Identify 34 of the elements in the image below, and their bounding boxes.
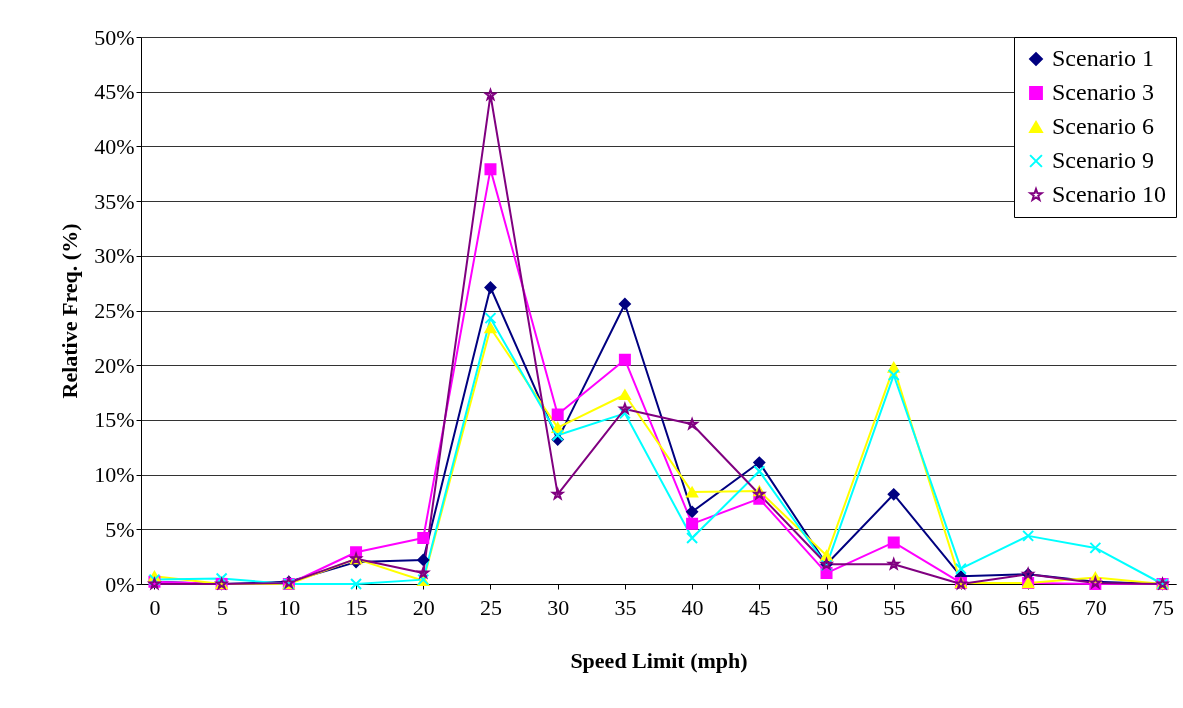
x-tick-label: 70 — [1084, 594, 1107, 620]
x-tick-label: 20 — [412, 594, 435, 620]
x-axis-title: Speed Limit (mph) — [570, 647, 748, 673]
y-tick-label: 15% — [94, 407, 135, 433]
legend-label: Scenario 10 — [1052, 181, 1166, 207]
x-tick-label: 25 — [479, 594, 502, 620]
x-tick-label: 45 — [748, 594, 771, 620]
x-tick-label: 65 — [1017, 594, 1040, 620]
x-tick-label: 60 — [950, 594, 973, 620]
x-tick-label: 50 — [816, 594, 839, 620]
x-tick-label: 0 — [149, 594, 161, 620]
x-tick-label: 30 — [547, 594, 570, 620]
legend-label: Scenario 1 — [1052, 45, 1154, 71]
x-tick-label: 55 — [883, 594, 906, 620]
y-tick-label: 5% — [105, 516, 135, 542]
y-tick-label: 50% — [94, 24, 135, 50]
y-tick-label: 35% — [94, 188, 135, 214]
y-tick-label: 0% — [105, 571, 135, 597]
y-axis-title: Relative Freq. (%) — [57, 223, 83, 399]
x-tick-label: 10 — [278, 594, 301, 620]
x-tick-label: 5 — [216, 594, 228, 620]
y-tick-label: 20% — [94, 352, 135, 378]
y-tick-label: 10% — [94, 462, 135, 488]
x-tick-label: 40 — [681, 594, 704, 620]
y-tick-label: 25% — [94, 298, 135, 323]
y-tick-label: 30% — [94, 243, 135, 269]
y-tick-label: 40% — [94, 133, 135, 159]
legend-label: Scenario 9 — [1052, 147, 1154, 173]
x-tick-label: 35 — [614, 594, 637, 620]
y-tick-label: 45% — [94, 79, 135, 105]
x-tick-label: 15 — [345, 594, 368, 620]
x-tick-label: 75 — [1152, 594, 1175, 620]
legend-label: Scenario 3 — [1052, 79, 1154, 105]
legend-label: Scenario 6 — [1052, 113, 1154, 139]
